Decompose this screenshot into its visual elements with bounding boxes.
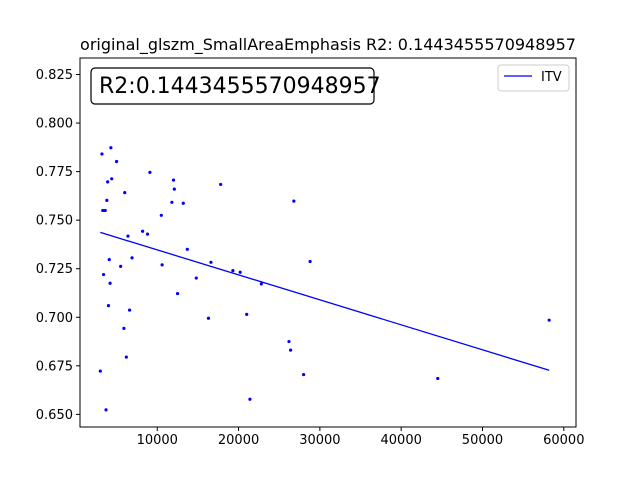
scatter-point [128,308,132,312]
legend-label: ITV [541,70,562,85]
y-tick-label: 0.675 [36,359,73,374]
x-tick-label: 60000 [543,433,584,448]
scatter-point [108,281,112,285]
scatter-point [248,397,252,401]
scatter-point [109,146,113,150]
scatter-point [159,213,163,217]
x-tick-label: 30000 [299,433,340,448]
y-tick-label: 0.750 [36,214,73,229]
y-tick-label: 0.775 [36,165,73,180]
scatter-point [100,152,104,156]
scatter-point [114,159,119,164]
chart-title: original_glszm_SmallAreaEmphasis R2: 0.1… [80,35,576,55]
scatter-point [292,199,296,203]
axes-frame [79,57,577,428]
y-tick-label: 0.700 [36,311,73,326]
x-tick-label: 50000 [462,433,503,448]
scatter-point [145,232,150,236]
x-tick-label: 40000 [381,433,422,448]
scatter-point [105,198,109,202]
scatter-point [231,269,235,273]
scatter-point [122,326,126,330]
scatter-point [245,312,249,316]
scatter-point [126,234,130,238]
scatter-point [302,372,306,377]
r2-annotation-text: R2:0.1443455570948957 [99,74,381,99]
scatter-point [170,200,174,204]
scatter-point [107,257,111,262]
scatter-point [171,178,176,182]
y-tick-label: 0.825 [36,68,73,83]
scatter-point [175,291,180,296]
scatter-point [101,272,106,277]
scatter-point [194,276,198,280]
scatter-point [259,282,263,286]
series-layer [98,146,551,412]
x-axis: 10000 20000 30000 40000 50000 60000 [137,427,584,448]
scatter-point [110,177,114,181]
fit-line [100,231,550,371]
scatter-point [98,369,102,373]
scatter-point [288,348,293,352]
scatter-point [130,256,134,260]
scatter-point [219,182,223,187]
scatter-point [308,259,312,264]
scatter-point [287,339,291,344]
scatter-point [148,170,152,174]
scatter-point [206,316,211,320]
scatter-point [547,318,551,322]
scatter-point [104,408,108,412]
x-tick-label: 10000 [137,433,178,448]
scatter-point [181,201,185,205]
x-tick-label: 20000 [218,433,259,448]
legend-box [497,64,570,92]
plot-area [79,57,577,428]
scatter-point [103,208,107,213]
r2-annotation-box [90,67,375,105]
scatter-point [185,247,189,251]
scatter-point [119,264,123,268]
y-tick-label: 0.725 [36,262,73,277]
scatter-point [123,190,127,195]
scatter-point [141,229,145,233]
scatter-point [160,263,164,267]
y-tick-label: 0.800 [36,117,73,132]
y-tick-label: 0.650 [36,408,73,423]
scatter-point [101,208,105,213]
scatter-point [238,270,242,274]
scatter-point [172,187,176,191]
scatter-point [106,180,110,184]
scatter-point [436,376,440,381]
scatter-point [106,304,111,308]
scatter-point [124,355,128,359]
r2-annotation: R2:0.1443455570948957 [90,67,381,105]
scatter-point [209,260,213,264]
legend: ITV [497,64,570,92]
y-axis: 0.650 0.675 0.700 0.725 0.750 0.775 0.800 0.825 [36,68,80,423]
